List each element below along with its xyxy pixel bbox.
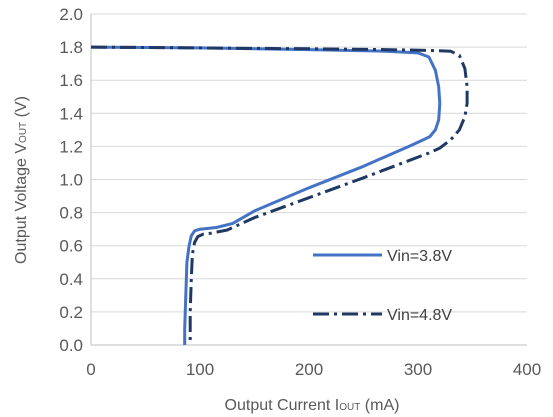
x-axis-title: Output Current IOUT (mA) [225,397,400,414]
plot-area [90,45,469,345]
y-tick-label: 0.2 [59,303,83,322]
y-tick-label: 0.6 [59,237,83,256]
gridlines [91,13,527,313]
y-tick-label: 1.2 [59,137,83,156]
y-axis: 0.0 0.2 0.4 0.6 0.8 1.0 1.2 1.4 1.6 1.8 2.0 [59,5,92,355]
legend: Vin=3.8V Vin=4.8V [313,248,452,324]
y-tick-label: 1.0 [59,171,83,190]
legend-label: Vin=3.8V [387,248,452,265]
x-tick-label: 300 [404,360,432,379]
y-tick-label: 1.6 [59,71,83,90]
x-axis: 0 100 200 300 400 [86,344,541,379]
series-line-1 [90,45,442,345]
y-tick-label: 0.4 [59,270,83,289]
y-tick-label: 0.0 [59,336,83,355]
y-tick-label: 1.4 [59,104,83,123]
y-tick-label: 1.8 [59,38,83,57]
x-tick-label: 200 [295,360,323,379]
x-tick-label: 400 [513,360,541,379]
x-tick-label: 0 [86,360,95,379]
y-axis-title: Output Voltage VOUT (V) [13,96,30,264]
y-tick-label: 2.0 [59,5,83,24]
y-tick-label: 0.8 [59,204,83,223]
x-tick-label: 100 [186,360,214,379]
series-line-2 [90,45,469,345]
legend-label: Vin=4.8V [387,307,452,324]
